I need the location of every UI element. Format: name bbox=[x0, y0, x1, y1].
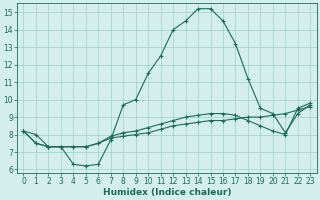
X-axis label: Humidex (Indice chaleur): Humidex (Indice chaleur) bbox=[103, 188, 231, 197]
